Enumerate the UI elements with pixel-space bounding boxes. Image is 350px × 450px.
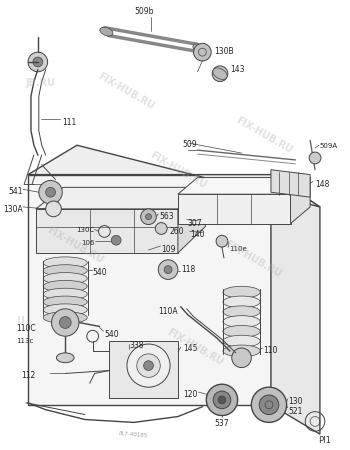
Text: 130: 130 <box>289 397 303 406</box>
Text: 537: 537 <box>215 418 229 427</box>
Circle shape <box>33 57 43 67</box>
Polygon shape <box>36 187 205 209</box>
Text: 110A: 110A <box>158 307 178 316</box>
Polygon shape <box>28 145 320 207</box>
Circle shape <box>158 260 178 279</box>
Circle shape <box>60 317 71 328</box>
Circle shape <box>194 43 211 61</box>
Text: FIX-HUB.RU: FIX-HUB.RU <box>97 71 156 112</box>
Circle shape <box>259 395 279 414</box>
Text: U: U <box>16 315 24 325</box>
Ellipse shape <box>43 273 87 284</box>
Polygon shape <box>178 187 205 253</box>
Circle shape <box>232 348 251 368</box>
Polygon shape <box>178 178 310 194</box>
Circle shape <box>206 384 238 415</box>
Text: 307: 307 <box>188 219 202 228</box>
Text: 145: 145 <box>183 344 197 353</box>
Polygon shape <box>271 175 320 434</box>
Text: FIX-HUB.RU: FIX-HUB.RU <box>223 238 283 279</box>
Text: PI1: PI1 <box>318 436 331 445</box>
Polygon shape <box>28 175 271 405</box>
Polygon shape <box>271 170 310 197</box>
Ellipse shape <box>223 315 260 328</box>
Ellipse shape <box>43 304 87 315</box>
Circle shape <box>212 66 228 81</box>
Text: FIX-HUB.RU: FIX-HUB.RU <box>234 115 294 156</box>
Ellipse shape <box>56 353 74 363</box>
Circle shape <box>111 235 121 245</box>
Text: 540: 540 <box>104 330 119 339</box>
Circle shape <box>39 180 62 204</box>
Text: 110: 110 <box>263 346 278 355</box>
Circle shape <box>144 361 153 370</box>
Text: 521: 521 <box>289 407 303 416</box>
Circle shape <box>213 391 231 409</box>
Text: 112: 112 <box>21 372 35 381</box>
Polygon shape <box>290 178 310 224</box>
Text: 540: 540 <box>93 268 107 277</box>
Ellipse shape <box>213 68 227 80</box>
Text: 338: 338 <box>129 341 144 350</box>
Text: 143: 143 <box>230 65 244 74</box>
Text: 106: 106 <box>81 240 94 246</box>
Circle shape <box>28 52 48 72</box>
Text: 130C: 130C <box>76 226 94 233</box>
Circle shape <box>141 209 156 225</box>
Text: 118: 118 <box>181 265 195 274</box>
Circle shape <box>137 354 160 378</box>
Text: 563: 563 <box>159 212 174 221</box>
Ellipse shape <box>43 312 87 324</box>
Circle shape <box>51 309 79 336</box>
Text: 109: 109 <box>161 245 176 254</box>
Polygon shape <box>178 194 290 224</box>
Ellipse shape <box>43 288 87 300</box>
Ellipse shape <box>43 296 87 308</box>
Text: 130B: 130B <box>214 47 234 56</box>
Bar <box>109 341 178 398</box>
Text: 260: 260 <box>169 226 184 235</box>
Ellipse shape <box>193 44 206 53</box>
Circle shape <box>146 214 152 220</box>
Ellipse shape <box>223 306 260 318</box>
Ellipse shape <box>100 27 113 36</box>
Ellipse shape <box>223 286 260 298</box>
Text: PL7-40185: PL7-40185 <box>119 431 148 439</box>
Ellipse shape <box>43 265 87 276</box>
Text: 140: 140 <box>191 230 205 239</box>
Text: FIX-HUB.RU: FIX-HUB.RU <box>148 150 208 191</box>
Text: 130A: 130A <box>4 205 23 214</box>
Ellipse shape <box>223 325 260 337</box>
Ellipse shape <box>43 257 87 269</box>
Text: 120: 120 <box>183 390 197 399</box>
Circle shape <box>309 152 321 164</box>
Text: FIX-HUB.RU: FIX-HUB.RU <box>165 327 225 367</box>
Text: 509A: 509A <box>320 143 338 149</box>
Circle shape <box>216 235 228 247</box>
Circle shape <box>155 223 167 234</box>
Ellipse shape <box>43 280 87 292</box>
Ellipse shape <box>223 345 260 357</box>
Text: 111: 111 <box>62 118 77 127</box>
Polygon shape <box>36 209 178 253</box>
Text: 541: 541 <box>9 187 23 196</box>
Ellipse shape <box>223 335 260 347</box>
Text: 509: 509 <box>182 140 197 149</box>
Circle shape <box>127 344 170 387</box>
Text: 113c: 113c <box>16 338 34 344</box>
Text: 148: 148 <box>315 180 329 189</box>
Text: 110e: 110e <box>229 246 247 252</box>
Circle shape <box>251 387 287 423</box>
Text: JB.RU: JB.RU <box>26 77 56 88</box>
Ellipse shape <box>223 296 260 308</box>
Text: 509b: 509b <box>134 7 153 16</box>
Circle shape <box>218 396 226 404</box>
Text: 110C: 110C <box>16 324 36 333</box>
Circle shape <box>164 266 172 274</box>
Text: FIX-HUB.RU: FIX-HUB.RU <box>45 225 105 266</box>
Circle shape <box>46 187 55 197</box>
Circle shape <box>46 201 61 217</box>
